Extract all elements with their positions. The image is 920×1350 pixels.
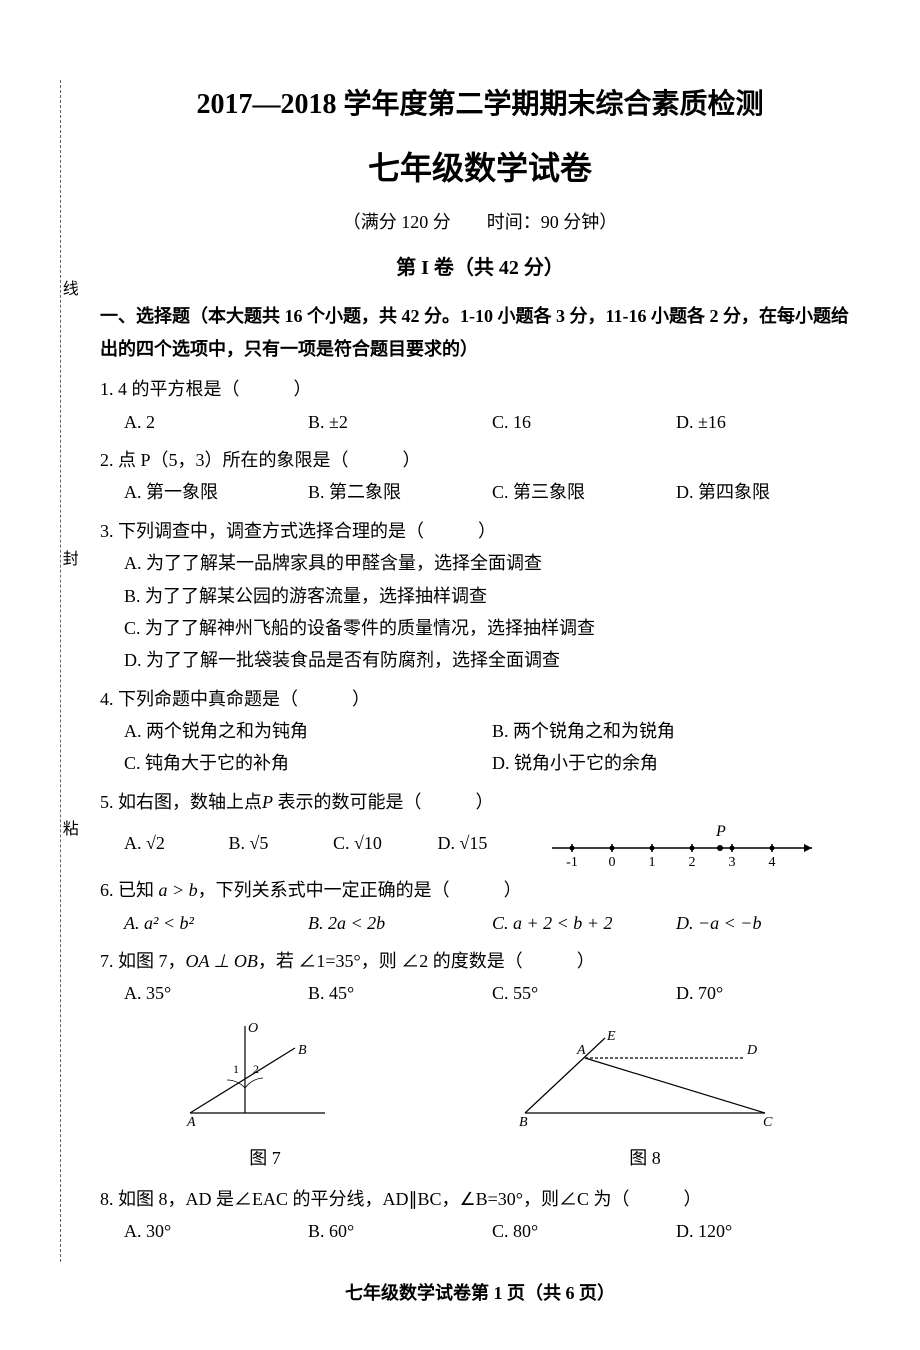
question-8: 8. 如图 8，AD 是∠EAC 的平分线，AD∥BC，∠B=30°，则∠C 为… — [100, 1183, 860, 1248]
q5-opt-b: B. √5 — [229, 827, 334, 859]
question-7: 7. 如图 7，OA ⊥ OB，若 ∠1=35°，则 ∠2 的度数是（ ） A.… — [100, 945, 860, 1010]
svg-text:E: E — [606, 1029, 616, 1044]
question-4: 4. 下列命题中真命题是（ ） A. 两个锐角之和为钝角 B. 两个锐角之和为锐… — [100, 683, 860, 780]
title-main: 2017—2018 学年度第二学期期末综合素质检测 — [100, 80, 860, 130]
figure-7-box: O A B 1 2 图 7 — [185, 1018, 345, 1175]
figure-row: O A B 1 2 图 7 B C A E D 图 8 — [100, 1018, 860, 1175]
q8-options: A. 30° B. 60° C. 80° D. 120° — [124, 1215, 860, 1247]
page-footer: 七年级数学试卷第 1 页（共 6 页） — [100, 1277, 860, 1309]
q6-stem-prefix: 6. 已知 — [100, 880, 159, 900]
svg-text:-1: -1 — [566, 855, 578, 868]
q7-stem: 7. 如图 7，OA ⊥ OB，若 ∠1=35°，则 ∠2 的度数是（ ） — [100, 945, 860, 977]
q1-opt-b: B. ±2 — [308, 406, 492, 438]
q6-opt-b: B. 2a < 2b — [308, 907, 492, 939]
svg-text:A: A — [576, 1043, 586, 1058]
question-5: 5. 如右图，数轴上点P 表示的数可能是（ ） A. √2 B. √5 C. √… — [100, 786, 860, 868]
question-6: 6. 已知 a > b，下列关系式中一定正确的是（ ） A. a² < b² B… — [100, 874, 860, 939]
q7-opt-d: D. 70° — [676, 977, 860, 1009]
q5-stem-var: P — [262, 792, 273, 812]
figure-8-label: 图 8 — [515, 1142, 775, 1174]
q4-options: A. 两个锐角之和为钝角 B. 两个锐角之和为锐角 C. 钝角大于它的补角 D.… — [124, 715, 860, 780]
q8-opt-d: D. 120° — [676, 1215, 860, 1247]
q3-opt-a: A. 为了了解某一品牌家具的甲醛含量，选择全面调查 — [124, 547, 860, 579]
svg-text:2: 2 — [689, 855, 696, 868]
section-header: 第 I 卷（共 42 分） — [100, 250, 860, 286]
q1-opt-d: D. ±16 — [676, 406, 860, 438]
number-line-figure: -1 0 1 2 3 4 P — [542, 818, 822, 868]
svg-text:1: 1 — [233, 1062, 239, 1076]
binding-line: 线 封 粘 — [60, 80, 80, 1262]
svg-text:A: A — [186, 1115, 196, 1128]
svg-text:1: 1 — [649, 855, 656, 868]
q8-stem: 8. 如图 8，AD 是∠EAC 的平分线，AD∥BC，∠B=30°，则∠C 为… — [100, 1183, 860, 1215]
svg-text:O: O — [248, 1021, 258, 1036]
svg-text:D: D — [746, 1043, 757, 1058]
q2-options: A. 第一象限 B. 第二象限 C. 第三象限 D. 第四象限 — [124, 476, 860, 508]
q6-opt-d: D. −a < −b — [676, 907, 860, 939]
q3-opt-c: C. 为了了解神州飞船的设备零件的质量情况，选择抽样调查 — [124, 612, 860, 644]
q7-options: A. 35° B. 45° C. 55° D. 70° — [124, 977, 860, 1009]
q1-stem: 1. 4 的平方根是（ ） — [100, 373, 860, 405]
q6-stem-suffix: ，下列关系式中一定正确的是（ ） — [198, 880, 522, 900]
q6-opt-a: A. a² < b² — [124, 907, 308, 939]
figure-7: O A B 1 2 — [185, 1018, 345, 1128]
q5-stem-suffix: 表示的数可能是（ ） — [273, 792, 494, 812]
q6-stem: 6. 已知 a > b，下列关系式中一定正确的是（ ） — [100, 874, 860, 906]
q2-opt-d: D. 第四象限 — [676, 476, 860, 508]
q4-opt-d: D. 锐角小于它的余角 — [492, 747, 860, 779]
q7-stem-prefix: 7. 如图 7， — [100, 951, 186, 971]
q1-opt-a: A. 2 — [124, 406, 308, 438]
q5-options: A. √2 B. √5 C. √10 D. √15 — [124, 827, 542, 859]
q3-opt-d: D. 为了了解一批袋装食品是否有防腐剂，选择全面调查 — [124, 644, 860, 676]
q4-stem: 4. 下列命题中真命题是（ ） — [100, 683, 860, 715]
svg-text:2: 2 — [253, 1062, 259, 1076]
q7-opt-b: B. 45° — [308, 977, 492, 1009]
svg-text:P: P — [715, 823, 726, 840]
svg-text:4: 4 — [769, 855, 776, 868]
q7-stem-expr: OA ⊥ OB — [186, 951, 258, 971]
q1-options: A. 2 B. ±2 C. 16 D. ±16 — [124, 406, 860, 438]
q1-opt-c: C. 16 — [492, 406, 676, 438]
q2-opt-c: C. 第三象限 — [492, 476, 676, 508]
q3-opt-b: B. 为了了解某公园的游客流量，选择抽样调查 — [124, 580, 860, 612]
question-2: 2. 点 P（5，3）所在的象限是（ ） A. 第一象限 B. 第二象限 C. … — [100, 444, 860, 509]
q4-opt-a: A. 两个锐角之和为钝角 — [124, 715, 492, 747]
figure-8-box: B C A E D 图 8 — [515, 1028, 775, 1175]
q7-opt-c: C. 55° — [492, 977, 676, 1009]
q5-opt-d: D. √15 — [438, 827, 543, 859]
instruction: 一、选择题（本大题共 16 个小题，共 42 分。1-10 小题各 3 分，11… — [100, 300, 860, 365]
q3-stem: 3. 下列调查中，调查方式选择合理的是（ ） — [100, 515, 860, 547]
q8-opt-a: A. 30° — [124, 1215, 308, 1247]
q7-opt-a: A. 35° — [124, 977, 308, 1009]
svg-text:0: 0 — [609, 855, 616, 868]
q2-stem: 2. 点 P（5，3）所在的象限是（ ） — [100, 444, 860, 476]
q6-opt-c: C. a + 2 < b + 2 — [492, 907, 676, 939]
title-sub: 七年级数学试卷 — [100, 140, 860, 198]
q8-opt-c: C. 80° — [492, 1215, 676, 1247]
svg-text:C: C — [763, 1115, 773, 1128]
svg-text:B: B — [519, 1115, 528, 1128]
figure-8: B C A E D — [515, 1028, 775, 1128]
binding-char-3: 粘 — [53, 820, 82, 836]
q5-stem: 5. 如右图，数轴上点P 表示的数可能是（ ） — [100, 786, 860, 818]
binding-char-1: 线 — [53, 280, 82, 296]
meta-line: （满分 120 分 时间：90 分钟） — [100, 206, 860, 238]
q2-opt-b: B. 第二象限 — [308, 476, 492, 508]
q6-stem-expr: a > b — [159, 880, 198, 900]
binding-char-2: 封 — [53, 550, 82, 566]
question-3: 3. 下列调查中，调查方式选择合理的是（ ） A. 为了了解某一品牌家具的甲醛含… — [100, 515, 860, 677]
figure-7-label: 图 7 — [185, 1142, 345, 1174]
question-1: 1. 4 的平方根是（ ） A. 2 B. ±2 C. 16 D. ±16 — [100, 373, 860, 438]
q5-stem-prefix: 5. 如右图，数轴上点 — [100, 792, 262, 812]
q2-opt-a: A. 第一象限 — [124, 476, 308, 508]
q6-options: A. a² < b² B. 2a < 2b C. a + 2 < b + 2 D… — [124, 907, 860, 939]
q5-opt-a: A. √2 — [124, 827, 229, 859]
q7-stem-mid: ，若 ∠1=35°，则 ∠2 的度数是（ ） — [258, 951, 595, 971]
q8-opt-b: B. 60° — [308, 1215, 492, 1247]
svg-text:B: B — [298, 1043, 307, 1058]
q4-opt-c: C. 钝角大于它的补角 — [124, 747, 492, 779]
svg-text:3: 3 — [729, 855, 736, 868]
q5-opt-c: C. √10 — [333, 827, 438, 859]
q4-opt-b: B. 两个锐角之和为锐角 — [492, 715, 860, 747]
